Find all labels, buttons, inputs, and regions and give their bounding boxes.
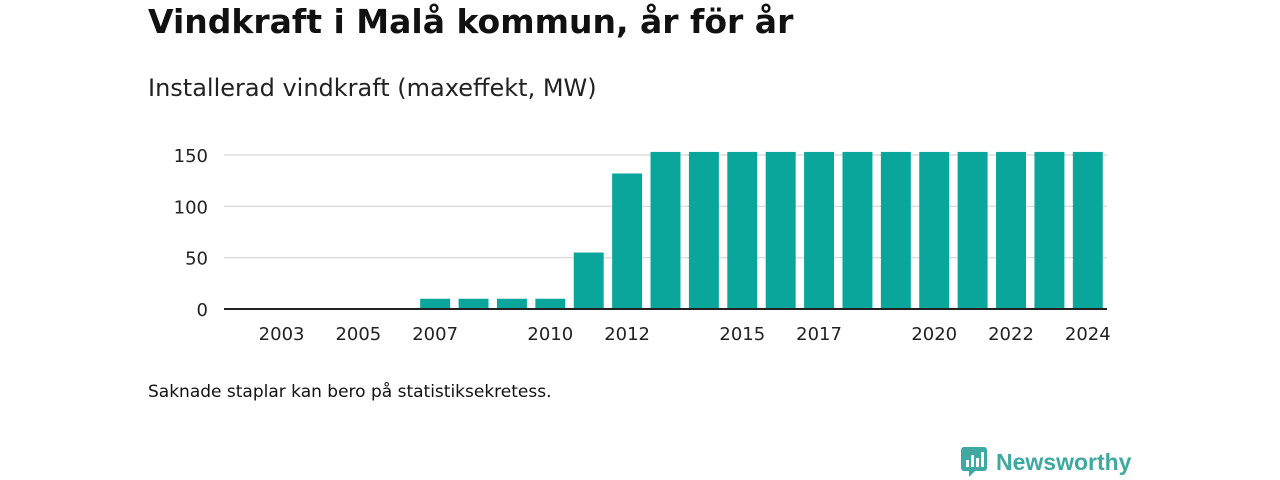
bar-2017: [804, 151, 835, 309]
bar-2011: [573, 252, 604, 309]
bar-2018: [842, 151, 873, 309]
x-tick-label: 2022: [988, 324, 1034, 345]
chart-title: Vindkraft i Malå kommun, år för år: [148, 2, 794, 41]
bar-2015: [727, 151, 758, 309]
x-tick-label: 2007: [412, 324, 458, 345]
bar-2012: [612, 173, 643, 309]
bar-2008: [458, 298, 489, 309]
y-tick-label: 0: [197, 300, 208, 321]
bar-2020: [919, 151, 950, 309]
bar-2014: [688, 151, 719, 309]
y-tick-label: 50: [185, 249, 208, 270]
x-tick-label: 2024: [1065, 324, 1111, 345]
y-tick-label: 150: [174, 146, 208, 167]
bar-2010: [535, 298, 566, 309]
x-tick-label: 2003: [259, 324, 305, 345]
x-tick-label: 2017: [796, 324, 842, 345]
chart-subtitle: Installerad vindkraft (maxeffekt, MW): [148, 74, 597, 102]
bar-2024: [1072, 151, 1103, 309]
bar-2023: [1034, 151, 1065, 309]
newsworthy-logo-text: Newsworthy: [996, 448, 1132, 475]
x-tick-label: 2010: [527, 324, 573, 345]
x-tick-label: 2020: [911, 324, 957, 345]
x-tick-label: 2015: [719, 324, 765, 345]
bar-2013: [650, 151, 681, 309]
bar-2016: [765, 151, 796, 309]
x-tick-label: 2012: [604, 324, 650, 345]
bar-2019: [880, 151, 911, 309]
y-tick-label: 100: [174, 197, 208, 218]
bar-2021: [957, 151, 988, 309]
x-tick-label: 2005: [335, 324, 381, 345]
bar-2009: [496, 298, 527, 309]
newsworthy-logo[interactable]: Newsworthy: [960, 446, 1131, 478]
bar-chart: 0 50 100 150 2003 2005 2007 2010 2012 2015 2017 202…: [174, 146, 1111, 345]
bar-2022: [996, 151, 1026, 309]
footnote: Saknade staplar kan bero på statistiksek…: [148, 382, 552, 402]
newsworthy-logo-icon: [961, 447, 987, 477]
bar-2007: [420, 298, 451, 309]
